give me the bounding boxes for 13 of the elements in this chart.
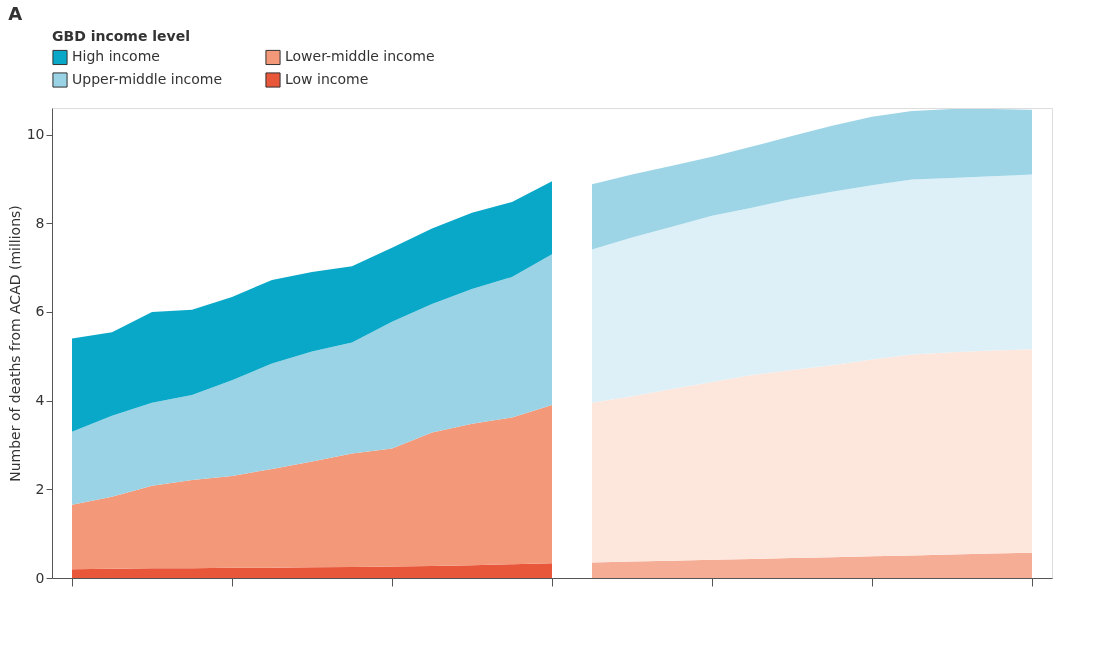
y-tick-label: 10 bbox=[26, 126, 45, 143]
legend-title: GBD income level bbox=[52, 28, 191, 44]
legend-label: Upper-middle income bbox=[72, 71, 223, 87]
legend-label: Lower-middle income bbox=[285, 48, 435, 65]
y-tick-label: 8 bbox=[35, 214, 45, 231]
y-tick-label: 2 bbox=[35, 480, 45, 497]
legend-label: High income bbox=[72, 48, 160, 65]
chart-title: A bbox=[8, 3, 23, 24]
y-tick-label: 6 bbox=[35, 303, 45, 320]
y-tick-label: 4 bbox=[35, 392, 45, 409]
legend-label: Low income bbox=[285, 71, 369, 87]
y-tick-label: 0 bbox=[35, 569, 45, 586]
y-axis-title: Number of deaths from ACAD (millions) bbox=[6, 205, 23, 482]
